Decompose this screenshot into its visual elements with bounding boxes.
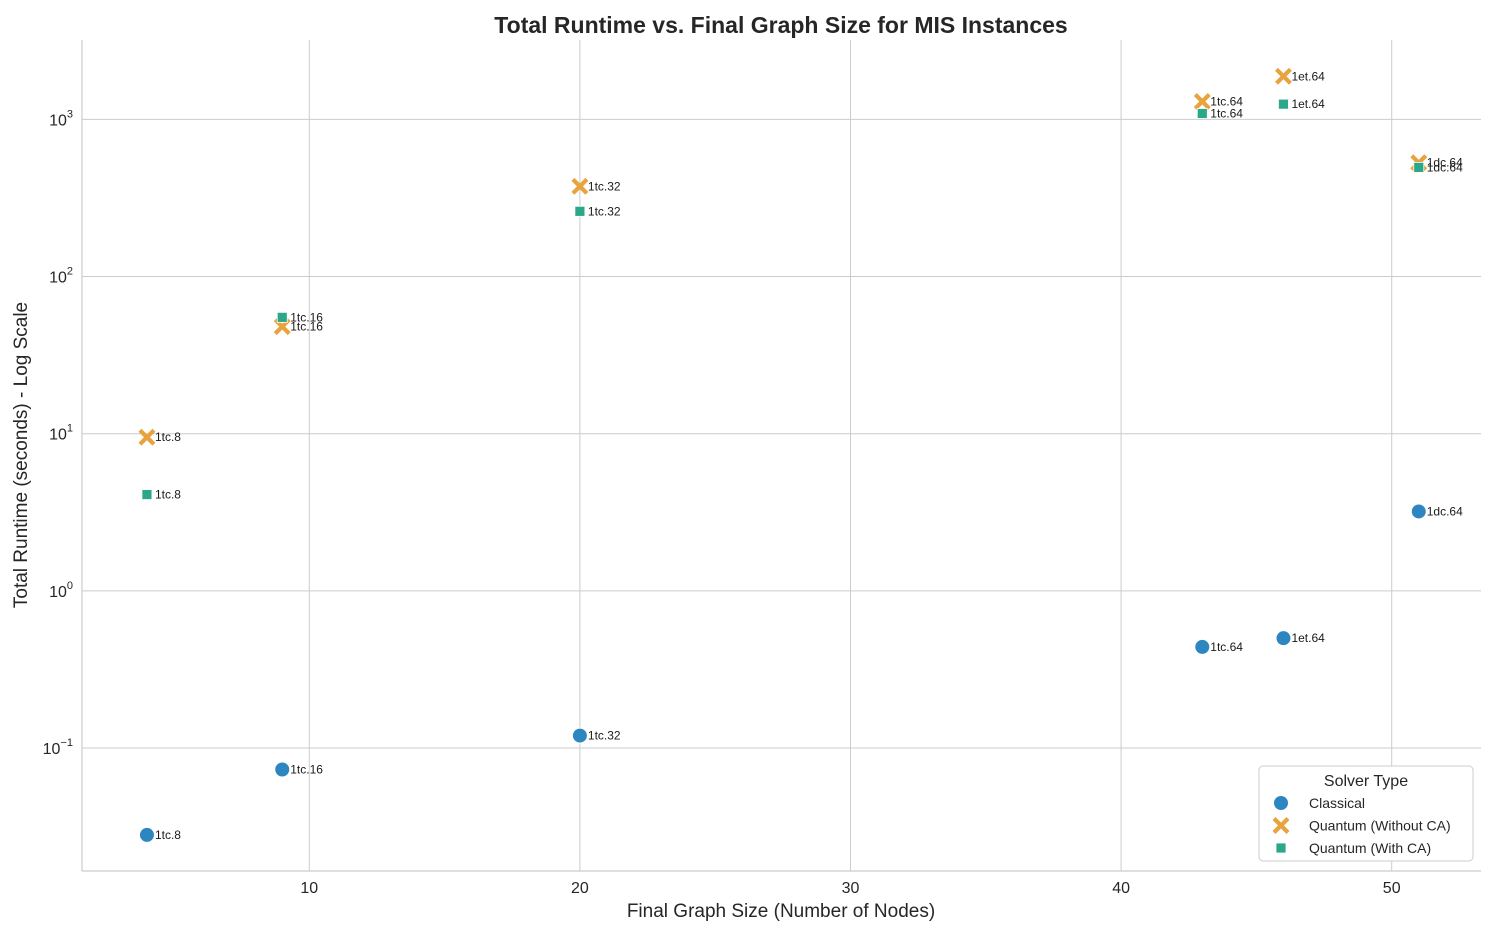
x-tick-label: 50	[1383, 880, 1401, 897]
legend-entry-label: Classical	[1309, 795, 1365, 811]
data-point	[273, 318, 291, 336]
legend: Solver Type Classical Quantum (Without CA…	[1258, 765, 1474, 862]
point-labels: 1tc.8 1tc.16 1tc.32 1tc.64 1et.64 1dc.64 1tc.8…	[155, 69, 1463, 842]
legend-frame	[1258, 765, 1474, 862]
data-point	[141, 489, 153, 500]
x-tick-label: 30	[842, 880, 860, 897]
data-label: 1tc.16	[290, 763, 323, 777]
data-point	[1193, 93, 1211, 110]
y-tick-label: 103	[49, 108, 73, 129]
legend-marker	[1275, 842, 1287, 854]
data-point	[574, 205, 586, 217]
data-points	[138, 67, 1428, 843]
legend-marker	[1272, 817, 1290, 834]
data-label: 1tc.64	[1210, 94, 1243, 108]
axes-spines	[81, 40, 1481, 872]
data-label: 1tc.64	[1210, 640, 1243, 654]
data-label: 1et.64	[1291, 631, 1325, 645]
y-tick-label: 100	[49, 580, 73, 601]
y-tick-label: 102	[49, 266, 73, 287]
data-point	[1410, 503, 1427, 520]
data-point	[1413, 161, 1425, 173]
chart-title: Total Runtime vs. Final Graph Size for M…	[494, 12, 1067, 38]
x-axis-label: Final Graph Size (Number of Nodes)	[627, 901, 935, 922]
x-tick-label: 40	[1112, 880, 1130, 897]
legend-marker	[1273, 795, 1289, 811]
data-label: 1tc.32	[588, 729, 621, 743]
data-point	[1194, 638, 1211, 655]
data-point	[1196, 108, 1208, 119]
data-label: 1tc.16	[290, 320, 323, 334]
data-point	[1275, 630, 1292, 647]
data-label: 1tc.8	[155, 488, 181, 502]
data-label: 1et.64	[1291, 97, 1325, 111]
data-point	[1274, 67, 1292, 85]
y-tick-label: 10−1	[43, 737, 73, 758]
data-label: 1et.64	[1291, 69, 1325, 83]
grid	[82, 40, 1481, 871]
data-label: 1tc.64	[1210, 107, 1243, 121]
data-label: 1dc.64	[1427, 156, 1463, 170]
legend-entry-label: Quantum (Without CA)	[1309, 818, 1451, 834]
data-point	[571, 727, 588, 744]
data-point	[138, 428, 156, 446]
x-ticks: 10 20 30 40 50	[300, 880, 1400, 897]
data-point	[274, 761, 291, 778]
data-label: 1dc.64	[1427, 504, 1463, 518]
data-label: 1dc.64	[1427, 160, 1463, 174]
data-point	[571, 177, 589, 195]
y-ticks: 10−1 100 101 102 103	[43, 108, 73, 758]
data-label: 1tc.8	[155, 828, 181, 842]
y-tick-label: 101	[49, 423, 73, 444]
data-label: 1tc.8	[155, 430, 181, 444]
data-label: 1tc.32	[588, 179, 621, 193]
data-point	[1278, 98, 1289, 110]
data-label: 1tc.16	[290, 310, 323, 324]
x-tick-label: 20	[571, 880, 589, 897]
data-point	[138, 826, 155, 843]
legend-entry-label: Quantum (With CA)	[1309, 840, 1431, 856]
legend-title: Solver Type	[1324, 773, 1408, 790]
y-axis-label: Total Runtime (seconds) - Log Scale	[11, 302, 32, 608]
data-point	[276, 311, 288, 323]
x-tick-label: 10	[300, 880, 318, 897]
legend-items: Classical Quantum (Without CA) Quantum (Wi…	[1272, 795, 1451, 856]
data-label: 1tc.32	[588, 204, 621, 218]
